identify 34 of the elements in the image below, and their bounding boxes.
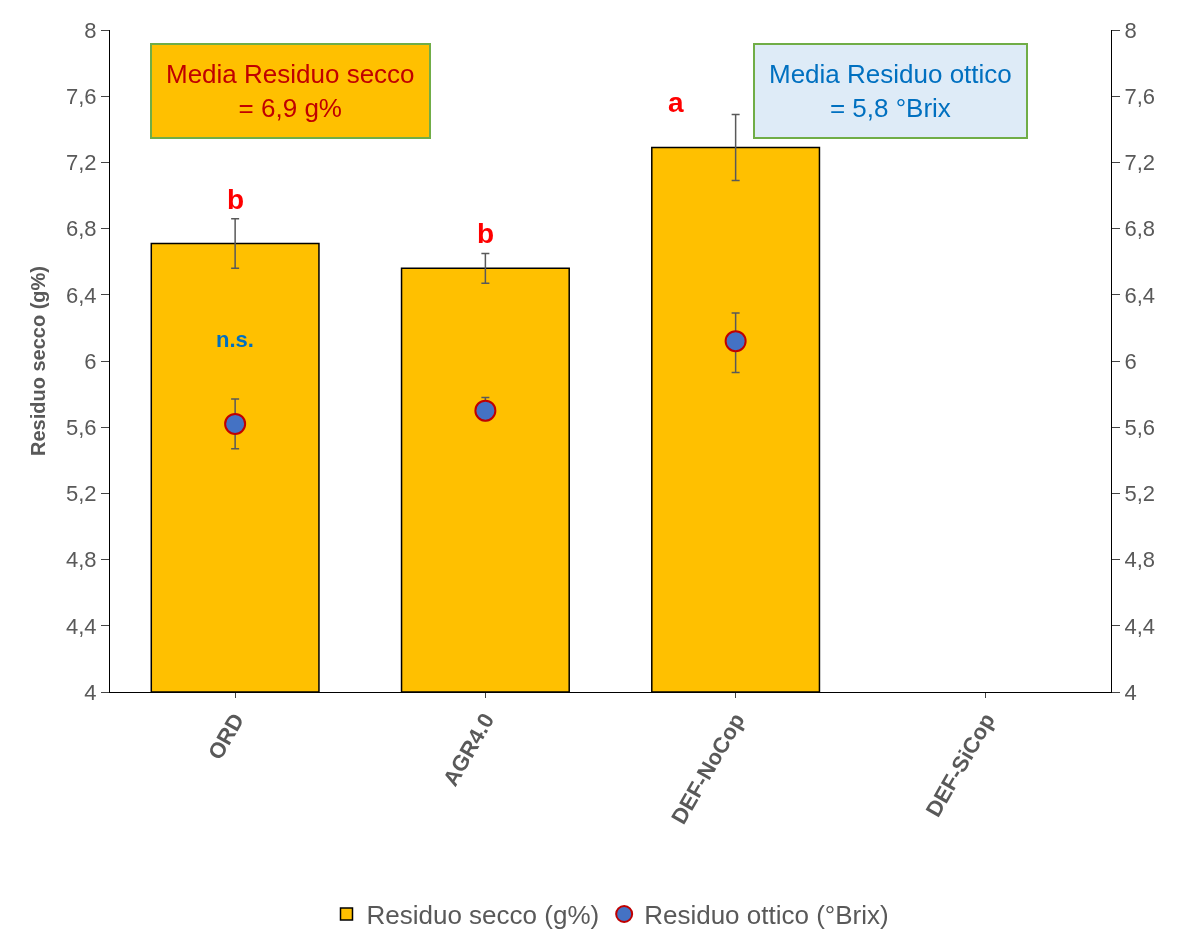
y2-tick-label: 8 xyxy=(1124,17,1137,43)
point xyxy=(224,412,247,435)
y2-tick-label: 6,4 xyxy=(1124,282,1155,308)
y-tick-label: 7,2 xyxy=(66,150,97,176)
y-tick-label: 4 xyxy=(84,679,97,705)
annotation: a xyxy=(668,87,684,118)
annotation: n.s. xyxy=(216,327,254,352)
y-tick-label: 8 xyxy=(84,17,97,43)
legend-label: Residuo ottico (°Brix) xyxy=(644,900,889,931)
point xyxy=(724,330,747,353)
y2-tick-label: 4 xyxy=(1124,679,1137,705)
y-tick-label: 7,6 xyxy=(66,83,97,109)
annotation: Media Residuo secco = 6,9 g% xyxy=(166,59,415,123)
y-tick-label: 5,6 xyxy=(66,414,97,440)
annotation: Media Residuo ottico = 5,8 °Brix xyxy=(769,59,1012,123)
y-tick-label: 6 xyxy=(84,348,97,374)
y-tick-label: 6,8 xyxy=(66,216,97,242)
annotation: b xyxy=(477,218,495,249)
y2-tick-label: 4,4 xyxy=(1124,613,1155,639)
y-tick-label: 4,4 xyxy=(66,613,97,639)
legend-label: Residuo secco (g%) xyxy=(366,900,600,931)
y-tick-label: 4,8 xyxy=(66,547,97,573)
y2-tick-label: 6 xyxy=(1124,348,1137,374)
y2-tick-label: 5,2 xyxy=(1124,481,1155,507)
y-tick-label: 6,4 xyxy=(66,282,97,308)
y2-tick-label: 7,6 xyxy=(1124,83,1155,109)
y-axis-title: Residuo secco (g%) xyxy=(26,265,49,457)
y2-tick-label: 4,8 xyxy=(1124,547,1155,573)
y-tick-label: 5,2 xyxy=(66,481,97,507)
y2-tick-label: 5,6 xyxy=(1124,414,1155,440)
y2-tick-label: 7,2 xyxy=(1124,150,1155,176)
point xyxy=(474,399,497,422)
y2-tick-label: 6,8 xyxy=(1124,216,1155,242)
annotation: b xyxy=(227,184,245,215)
